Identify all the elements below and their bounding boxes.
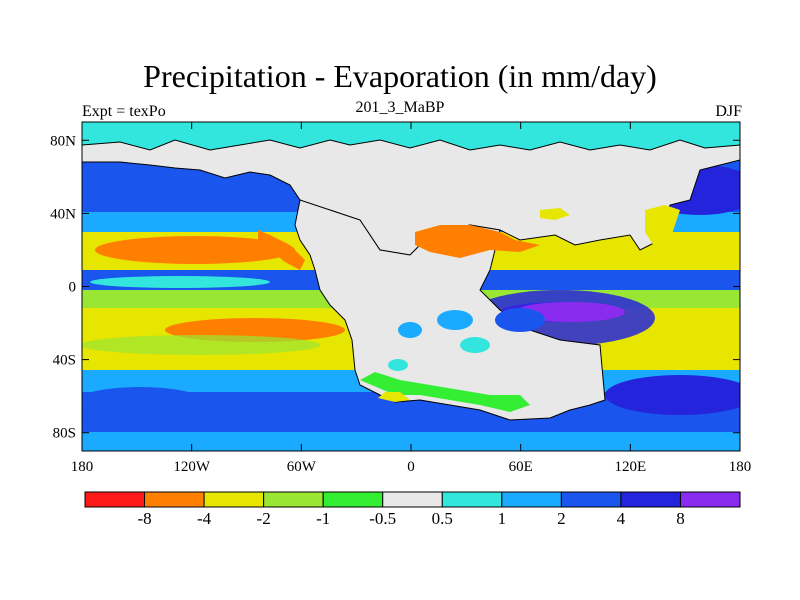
colorbar-swatch bbox=[501, 491, 562, 508]
colorbar-swatch bbox=[441, 491, 503, 508]
colorbar-swatch bbox=[322, 491, 384, 508]
inland-wet-2 bbox=[437, 310, 473, 330]
colorbar-label: 1 bbox=[498, 509, 507, 528]
wet-sp-east bbox=[605, 375, 740, 415]
colorbar-label: -2 bbox=[257, 509, 271, 528]
dry-land-east bbox=[645, 205, 680, 248]
band-antarctic bbox=[82, 432, 740, 451]
colorbar-label: 8 bbox=[676, 509, 685, 528]
experiment-label: Expt = texPo bbox=[82, 103, 166, 120]
colorbar: -8 -4 -2 -1 -0.5 0.5 1 2 4 8 bbox=[84, 491, 741, 528]
longitude-axis: 180 120W 60W 0 60E 120E 180 bbox=[71, 122, 752, 475]
dry-land-ne-yellow bbox=[540, 208, 570, 220]
inland-wet-1 bbox=[398, 322, 422, 338]
inland-wet-4 bbox=[495, 308, 545, 332]
colorbar-swatch bbox=[203, 491, 265, 508]
colorbar-swatch bbox=[144, 491, 205, 508]
lon-tick-label: 60W bbox=[287, 459, 317, 475]
colorbar-label: 2 bbox=[557, 509, 566, 528]
colorbar-label: 0.5 bbox=[432, 509, 453, 528]
colorbar-swatch bbox=[679, 491, 741, 508]
south-coast-green bbox=[360, 372, 530, 412]
colorbar-label: -1 bbox=[316, 509, 330, 528]
colorbar-swatch bbox=[620, 491, 681, 508]
lat-tick-label: 40N bbox=[50, 206, 76, 222]
inland-wet-3 bbox=[460, 337, 490, 353]
colorbar-label: -8 bbox=[137, 509, 151, 528]
plot-title: Precipitation - Evaporation (in mm/day) bbox=[143, 58, 657, 94]
lat-tick-label: 0 bbox=[69, 280, 77, 296]
season-label: DJF bbox=[715, 103, 742, 120]
lat-tick-label: 80N bbox=[50, 133, 76, 149]
south-coast-yellow bbox=[378, 392, 410, 402]
lon-tick-label: 60E bbox=[509, 459, 533, 475]
latitude-axis: 80N 40N 0 40S 80S bbox=[50, 133, 740, 442]
run-label: 201_3_MaBP bbox=[355, 99, 445, 116]
colorbar-label: -0.5 bbox=[369, 509, 396, 528]
lon-tick-label: 120E bbox=[614, 459, 646, 475]
lon-tick-label: 0 bbox=[407, 459, 415, 475]
lat-tick-label: 80S bbox=[53, 426, 76, 442]
dry-core-np bbox=[95, 236, 295, 264]
colorbar-label: 4 bbox=[617, 509, 626, 528]
colorbar-swatch bbox=[263, 491, 324, 508]
wet-pacific bbox=[90, 276, 270, 288]
lon-tick-label: 180 bbox=[729, 459, 752, 475]
supercontinent bbox=[82, 139, 740, 256]
colorbar-label: -4 bbox=[197, 509, 212, 528]
colorbar-swatch bbox=[382, 491, 443, 508]
field-shading bbox=[82, 122, 740, 451]
lon-tick-label: 120W bbox=[173, 459, 211, 475]
inland-wet-5 bbox=[388, 359, 408, 371]
dry-core-sp2 bbox=[82, 335, 320, 355]
dry-land-north-east bbox=[415, 225, 540, 258]
lat-tick-label: 40S bbox=[53, 353, 76, 369]
lon-tick-label: 180 bbox=[71, 459, 94, 475]
colorbar-swatch bbox=[84, 491, 146, 508]
colorbar-swatch bbox=[560, 491, 622, 508]
wet-sp-west bbox=[82, 387, 210, 423]
dry-land-west bbox=[258, 230, 305, 270]
